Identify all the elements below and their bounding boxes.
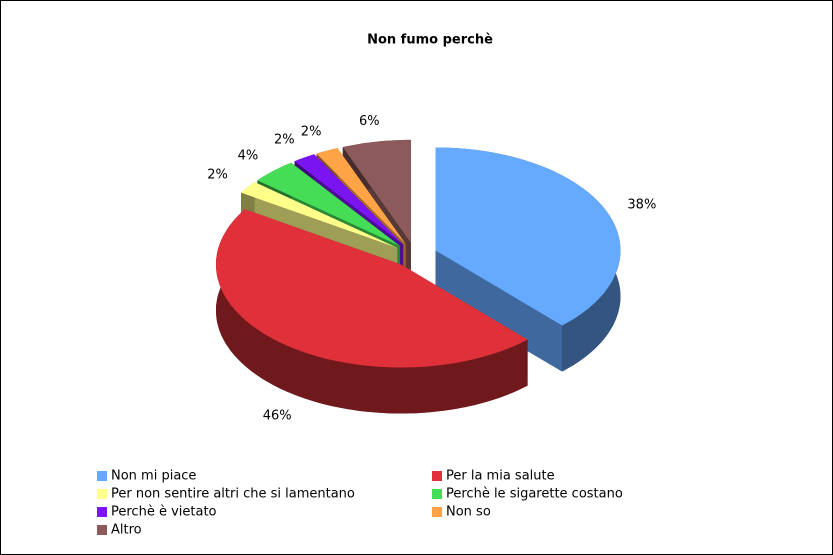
legend-swatch (97, 489, 107, 499)
legend-swatch (97, 525, 107, 535)
slice-side (435, 250, 563, 372)
slice (257, 162, 400, 246)
legend-label: Perchè è vietato (111, 505, 217, 520)
legend-swatch (432, 489, 442, 499)
chart-title: Non fumo perchè (367, 33, 493, 48)
legend-swatch (432, 471, 442, 481)
legend-swatch (97, 507, 107, 517)
slice (294, 154, 404, 245)
slice-wall (216, 209, 528, 414)
data-label: 4% (238, 148, 259, 163)
slice (342, 139, 411, 243)
data-label: 2% (207, 168, 228, 183)
legend-label: Non so (446, 505, 491, 520)
legend-label: Non mi piace (111, 469, 196, 484)
legend-label: Per non sentire altri che si lamentano (111, 487, 355, 502)
slice (241, 182, 398, 248)
legend-swatch (432, 507, 442, 517)
legend-swatch (97, 471, 107, 481)
slice (216, 209, 528, 368)
data-label: 46% (263, 408, 292, 423)
data-label: 6% (359, 114, 380, 129)
legend-label: Per la mia salute (446, 469, 555, 484)
data-label: 2% (301, 125, 322, 140)
slice (435, 147, 621, 326)
data-label: 38% (627, 197, 656, 212)
slice (316, 148, 406, 244)
legend-label: Altro (111, 523, 142, 538)
data-label: 2% (274, 133, 295, 148)
legend-label: Perchè le sigarette costano (446, 487, 623, 502)
